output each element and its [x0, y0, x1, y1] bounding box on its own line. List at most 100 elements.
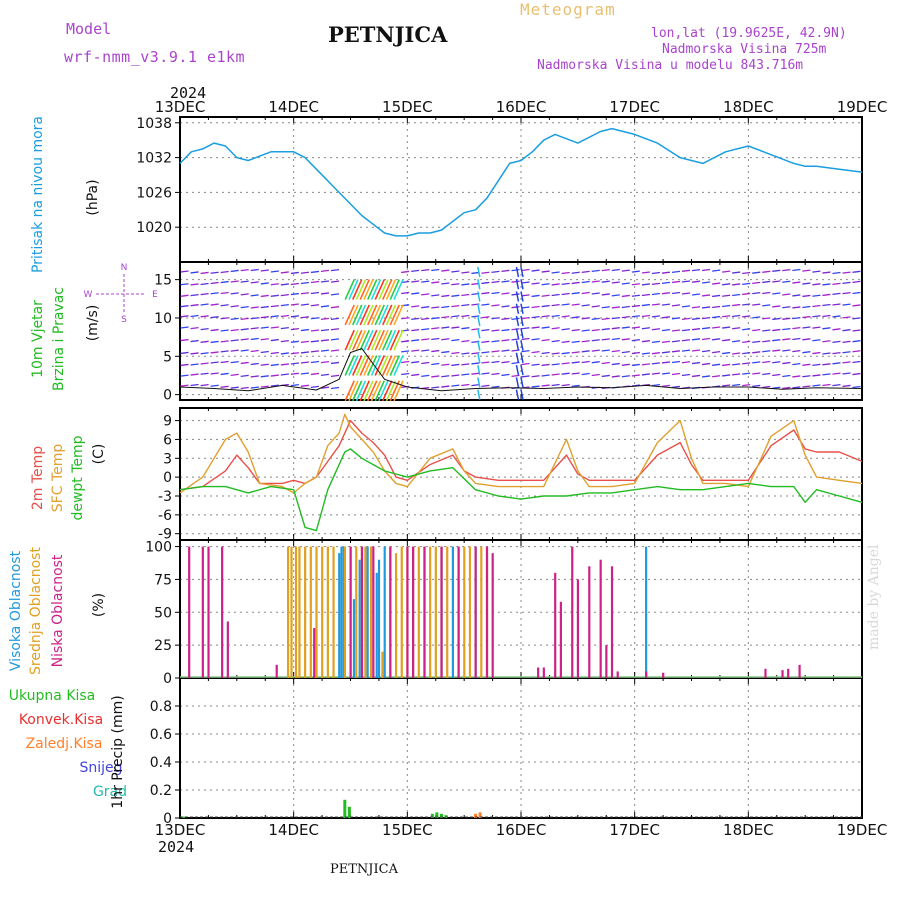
wind-barb [661, 340, 671, 344]
wind-barb [310, 304, 320, 307]
wind-storm-streak [370, 355, 382, 376]
wind-storm-streak [348, 329, 359, 351]
wind-barb [541, 294, 550, 297]
wind-barb [661, 372, 671, 375]
wind-barb [481, 271, 490, 274]
wind-storm-streak [374, 380, 385, 402]
wind-storm-streak [385, 355, 397, 376]
wind-barb [591, 317, 600, 321]
wind-barb [651, 271, 661, 275]
wind-barb [270, 363, 279, 367]
wind-barb [832, 328, 841, 331]
wind-barb [812, 326, 821, 329]
wind-barb [591, 292, 600, 295]
wind-barb [842, 303, 851, 306]
wind-barb [401, 385, 410, 389]
wind-barb [250, 375, 259, 378]
meteogram-title: Meteogram [520, 0, 616, 19]
wind-barb [581, 291, 590, 295]
model-label: Model [66, 20, 112, 38]
wind-storm-streak [363, 304, 374, 326]
wind-barb [601, 374, 610, 378]
wind-barb [501, 339, 510, 342]
wind-barb [451, 351, 460, 355]
wind-barb [852, 340, 861, 343]
wind-barb [481, 340, 490, 344]
wind-barb [551, 327, 560, 330]
wind-barb [792, 281, 801, 284]
wind-barb [732, 383, 741, 387]
wind-barb [250, 281, 259, 284]
wind-barb [451, 304, 460, 308]
wind-barb [441, 363, 450, 366]
wind-storm-streak [348, 380, 359, 402]
wind-storm-streak [378, 304, 389, 326]
wind-barb [190, 339, 199, 343]
y-tick-label: 6 [163, 432, 172, 448]
wind-barb [782, 374, 791, 378]
wind-column-mark [477, 291, 481, 302]
wind-barb [521, 362, 530, 366]
wind-barb [300, 384, 309, 387]
wind-barb [481, 351, 490, 354]
wind-storm-streak [355, 380, 367, 402]
wind-barb [712, 282, 721, 285]
wind-barb [521, 327, 530, 330]
compass-north: N [121, 263, 128, 273]
wind-barb [842, 340, 851, 344]
wind-barb [250, 268, 259, 272]
model-name: wrf-nmm_v3.9.1 e1km [64, 48, 246, 66]
wind-barb [782, 328, 791, 331]
wind-barb [250, 337, 259, 341]
wind-barb [220, 340, 229, 343]
wind-barb [290, 362, 299, 365]
wind-barb [320, 329, 330, 332]
wind-barb [561, 372, 570, 375]
wind-barb [531, 338, 540, 341]
wind-barb [501, 292, 510, 295]
wind-barb [421, 328, 430, 331]
cloud-bar [326, 546, 329, 678]
wind-barb [742, 271, 751, 275]
wind-barb [220, 372, 229, 376]
wind-barb [732, 283, 741, 286]
wind-storm-streak [370, 279, 382, 300]
year-bottom: 2024 [158, 838, 195, 856]
cloud-bar [491, 553, 494, 678]
wind-barb [300, 372, 309, 375]
y-tick-label: 0.6 [150, 727, 172, 743]
wind-barb [300, 361, 309, 364]
y-tick-label: 0.2 [150, 783, 172, 799]
wind-barb [421, 317, 430, 321]
wind-barb [561, 292, 570, 296]
wind-barb [260, 269, 269, 272]
wind-barb [541, 339, 550, 342]
wind-barb [611, 294, 620, 297]
cloud-bar [400, 546, 403, 678]
wind-barb [230, 280, 239, 283]
wind-barb [481, 281, 490, 285]
y-tick-label: 0 [163, 388, 172, 404]
wind-barb [561, 340, 570, 344]
wind-barb [551, 303, 560, 307]
wind-barb [812, 374, 821, 377]
wind-barb [832, 292, 841, 296]
wind-barb [300, 316, 309, 319]
wind-barb [401, 360, 410, 364]
wind-barb [521, 281, 530, 284]
wind-barb [782, 317, 791, 320]
wind-barb [461, 293, 470, 297]
wind-barb [802, 351, 811, 354]
y-tick-label: 75 [154, 572, 172, 588]
wind-storm-streak [359, 355, 370, 376]
wind-barb [190, 352, 199, 355]
wind-barb [681, 280, 691, 283]
wind-barb [411, 328, 420, 332]
wind-barb [742, 292, 751, 296]
wind-speed-line [179, 348, 863, 392]
wind-barb [712, 338, 721, 341]
cloud-ylabel-mid: Srednja Oblacnost [28, 547, 44, 675]
x-tick-label-top: 13DEC [155, 98, 206, 116]
y-tick-label: 1020 [136, 220, 172, 236]
wind-barb [270, 283, 279, 286]
